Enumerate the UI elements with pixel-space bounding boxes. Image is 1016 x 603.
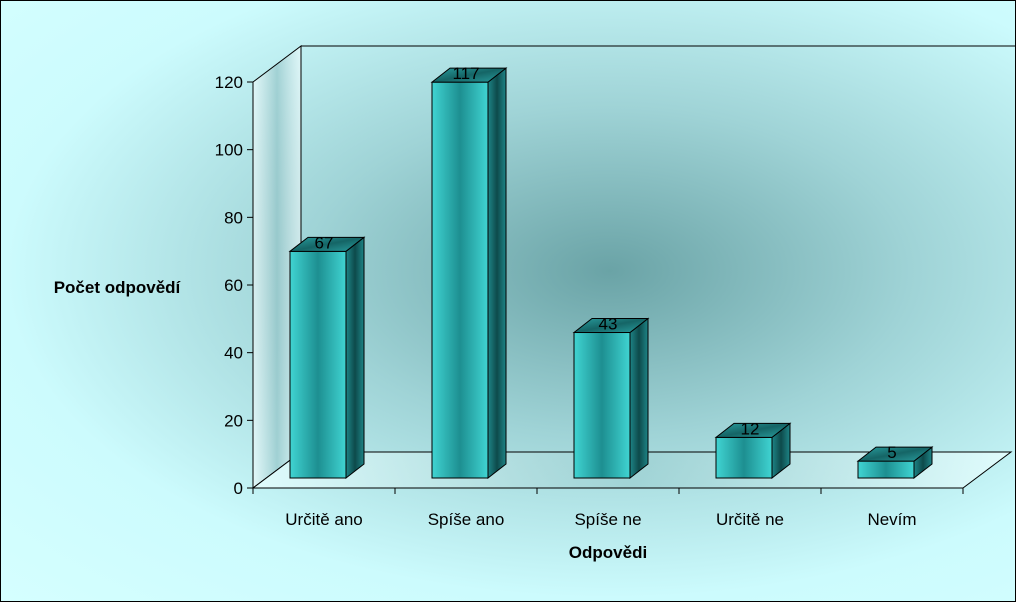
bar-2: 43: [572, 315, 650, 480]
y-tick-label: 120: [215, 73, 243, 92]
bars-group: 67 117 43 12 5: [288, 64, 934, 480]
bar-front: [573, 332, 631, 479]
bar-top: [856, 446, 934, 462]
x-tick-label: Určitě ano: [285, 510, 362, 529]
x-axis-ticks: Určitě ano Spíše ano Spíše ne Určitě ne Neví…: [252, 488, 964, 529]
bar-0: 67: [288, 233, 366, 480]
y-axis-ticks: 0 20 40 60 80 100 120: [215, 73, 253, 498]
y-axis-title: Počet odpovědí: [54, 278, 182, 297]
x-tick-label: Spíše ne: [574, 510, 641, 529]
y-tick-label: 20: [224, 411, 243, 430]
bar-top: [430, 67, 508, 83]
bar-value-label: 67: [315, 233, 334, 252]
bar-side: [345, 236, 365, 480]
bar-1: 117: [430, 64, 508, 480]
y-tick-label: 100: [215, 141, 243, 160]
y-tick-label: 60: [224, 276, 243, 295]
x-tick-label: Spíše ano: [428, 510, 505, 529]
bar-value-label: 12: [741, 419, 760, 438]
bar-side: [487, 67, 507, 480]
bar-top: [714, 422, 792, 438]
y-tick-label: 0: [234, 479, 243, 498]
y-tick-label: 80: [224, 208, 243, 227]
x-tick-label: Určitě ne: [716, 510, 784, 529]
x-axis-title: Odpovědi: [569, 543, 647, 562]
bar-top: [572, 318, 650, 334]
x-tick-label: Nevím: [867, 510, 916, 529]
bar-front: [857, 460, 915, 479]
bar-value-label: 5: [887, 443, 896, 462]
bar-4: 5: [856, 443, 934, 480]
bar-value-label: 117: [452, 64, 479, 83]
bar-front: [431, 81, 489, 479]
bar-front: [715, 436, 773, 479]
bar-side: [629, 317, 649, 480]
bar-value-label: 43: [599, 315, 618, 334]
y-tick-label: 40: [224, 344, 243, 363]
bar-3: 12: [714, 419, 792, 480]
bar-top: [288, 236, 366, 252]
bar-front: [289, 250, 347, 479]
